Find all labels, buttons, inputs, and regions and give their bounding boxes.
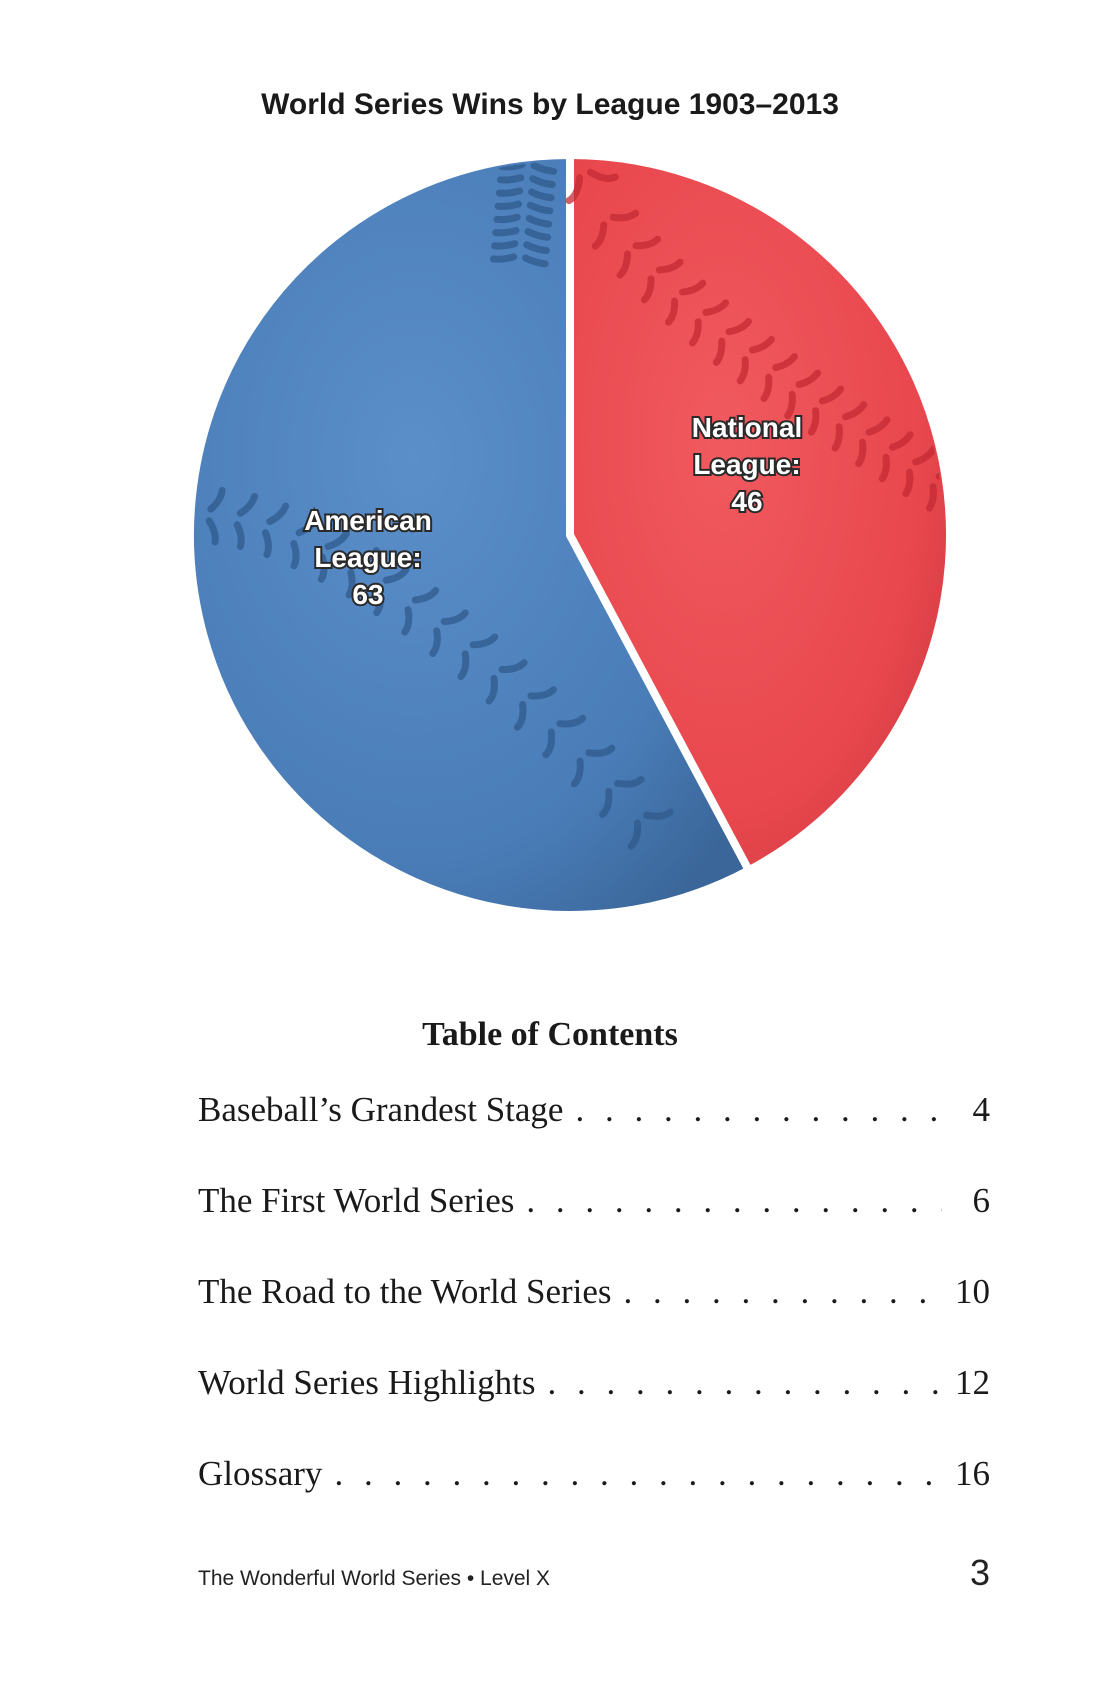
chart-title: World Series Wins by League 1903–2013: [261, 88, 839, 121]
toc-entry-title: Glossary: [198, 1454, 323, 1493]
pie-slice-national-league: [566, 151, 954, 875]
seam-stitches-left: [205, 486, 674, 850]
toc-entry-page: 16: [955, 1454, 990, 1493]
page-number: 3: [969, 1552, 990, 1593]
toc-heading: Table of Contents: [422, 1016, 678, 1053]
toc-entry-title: World Series Highlights: [198, 1363, 536, 1402]
toc-entry-page: 10: [955, 1272, 990, 1311]
toc-entry[interactable]: Baseball’s Grandest Stage . . . . . . . …: [198, 1090, 990, 1181]
toc-entry-page: 6: [972, 1181, 991, 1220]
toc-leader-dots: . . . . . . . . . . . . . . . . . . . . …: [575, 1090, 942, 1129]
toc-entry-title: The Road to the World Series: [198, 1272, 612, 1311]
toc-entry[interactable]: Glossary . . . . . . . . . . . . . . . .…: [198, 1454, 990, 1545]
pie-label-american-league: American League: 63: [304, 505, 432, 610]
toc-leader-dots: . . . . . . . . . . . . . . . . . . . . …: [623, 1272, 941, 1311]
pie-slice-american-league: [190, 151, 753, 919]
table-of-contents: Baseball’s Grandest Stage . . . . . . . …: [198, 1090, 990, 1545]
toc-entry-title: The First World Series: [198, 1181, 515, 1220]
toc-entry[interactable]: The Road to the World Series . . . . . .…: [198, 1272, 990, 1363]
toc-entry-title: Baseball’s Grandest Stage: [198, 1090, 564, 1129]
toc-entry-page: 4: [972, 1090, 991, 1129]
toc-leader-dots: . . . . . . . . . . . . . . . . . . . . …: [334, 1454, 941, 1493]
footer-book-title: The Wonderful World Series • Level X: [198, 1567, 551, 1590]
pie-chart: American League: 63 National League: 46: [190, 151, 954, 919]
toc-entry[interactable]: World Series Highlights . . . . . . . . …: [198, 1363, 990, 1454]
pie-label-national-league: National League: 46: [692, 412, 802, 517]
toc-entry-page: 12: [955, 1363, 990, 1402]
toc-leader-dots: . . . . . . . . . . . . . . . . . . . . …: [547, 1363, 941, 1402]
toc-entry[interactable]: The First World Series . . . . . . . . .…: [198, 1181, 990, 1272]
toc-leader-dots: . . . . . . . . . . . . . . . . . . . . …: [526, 1181, 942, 1220]
